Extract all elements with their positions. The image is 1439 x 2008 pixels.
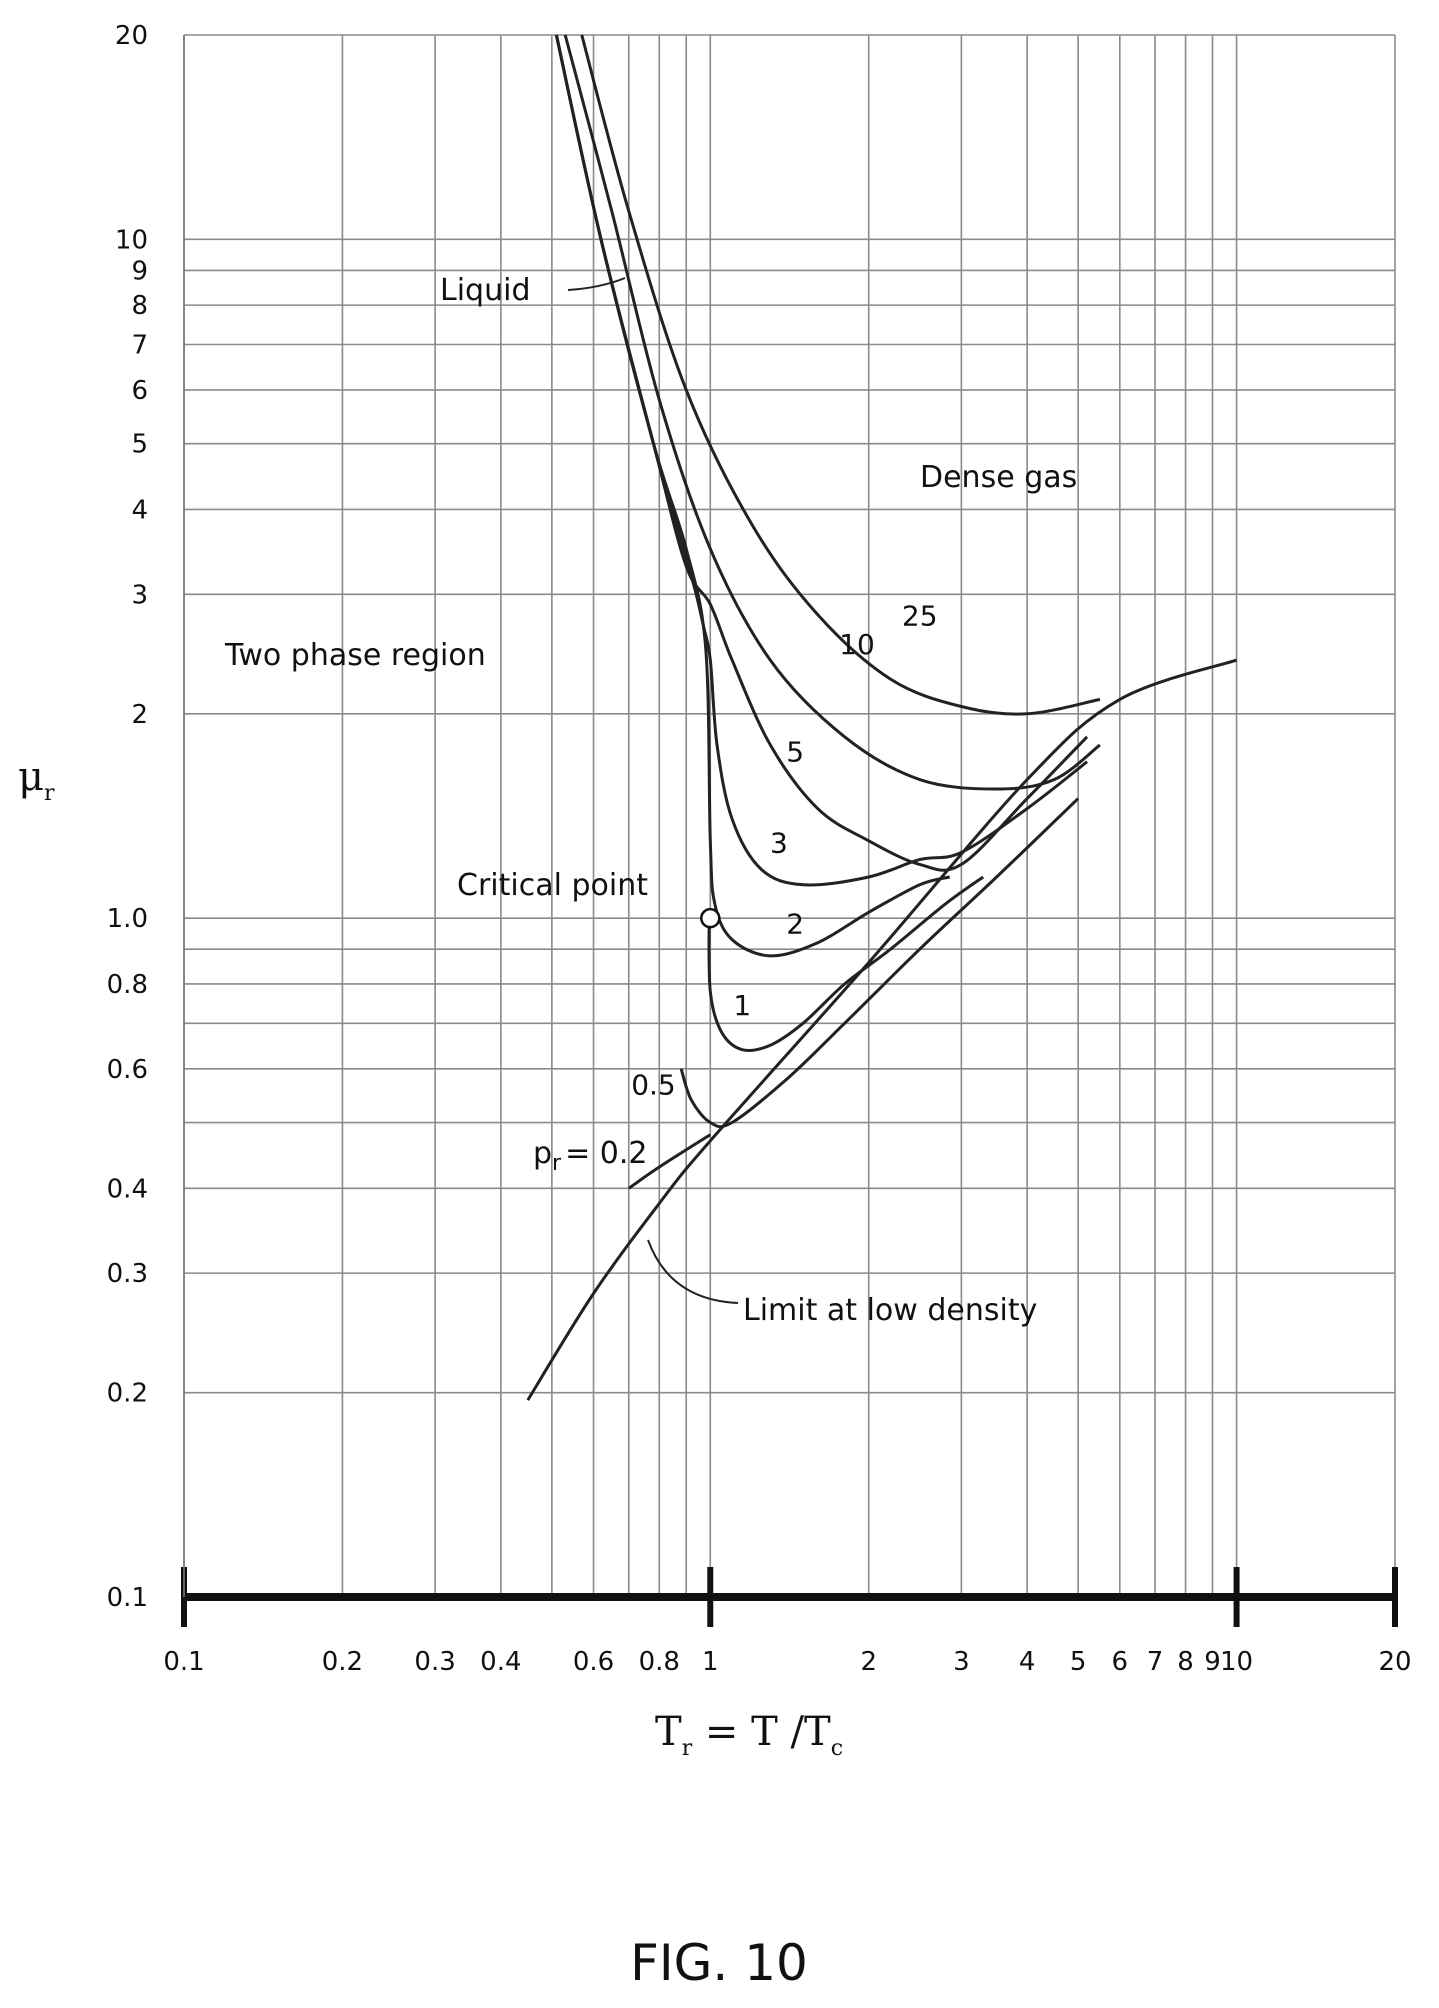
series-line-10	[563, 34, 1101, 791]
critical-point-marker	[700, 907, 721, 929]
y-tick-label: 0.3	[107, 1259, 148, 1289]
x-tick-label: 8	[1177, 1647, 1194, 1677]
series-label-1: 1	[733, 989, 751, 1022]
y-tick-label: 4	[131, 495, 148, 525]
y-tick-label: 6	[131, 376, 148, 406]
series-line-1	[707, 875, 985, 1053]
x-tick-label: 20	[1378, 1647, 1411, 1677]
y-tick-label: 10	[115, 225, 148, 255]
x-axis-title: Tr = T /Tc	[655, 1709, 843, 1761]
x-tick-label: 2	[860, 1647, 877, 1677]
series-label-2: 2	[786, 907, 804, 940]
y-tick-label: 0.1	[107, 1583, 148, 1613]
x-tick-label: 9	[1204, 1647, 1221, 1677]
series-label-5: 5	[786, 736, 804, 769]
x-tick-label: 0.6	[573, 1647, 614, 1677]
x-tick-label: 4	[1019, 1647, 1036, 1677]
y-tick-label: 7	[131, 330, 148, 360]
x-tick-label: 0.4	[480, 1647, 521, 1677]
y-tick-label: 1.0	[107, 904, 148, 934]
y-tick-label: 2	[131, 700, 148, 730]
series-line-5	[554, 34, 1089, 872]
annotation-low-density: Limit at low density	[743, 1293, 1037, 1328]
annotations: Liquid Dense gas Two phase region Critic…	[224, 273, 1077, 1328]
y-tick-label: 0.6	[107, 1055, 148, 1085]
annotation-pr: pr = 0.2	[533, 1136, 647, 1176]
x-tick-label: 10	[1220, 1647, 1253, 1677]
x-tick-label: 6	[1112, 1647, 1129, 1677]
arrow-liquid	[567, 277, 626, 291]
y-tick-label: 9	[131, 256, 148, 286]
x-tick-label: 0.3	[414, 1647, 455, 1677]
series-label-10: 10	[839, 628, 875, 661]
annotation-two-phase: Two phase region	[224, 638, 486, 673]
series-group: 25 10 5 3 2 1 0.5	[526, 34, 1238, 1401]
x-tick-label: 7	[1147, 1647, 1164, 1677]
y-axis-title: μr	[18, 754, 55, 806]
annotation-critical-point: Critical point	[457, 868, 648, 903]
y-tick-label: 3	[131, 580, 148, 610]
figure-caption: FIG. 10	[630, 1934, 808, 1992]
series-line-0-5	[679, 797, 1080, 1129]
series-line-25	[580, 34, 1101, 716]
y-tick-label: 0.2	[107, 1379, 148, 1409]
series-label-25: 25	[902, 599, 938, 632]
y-tick-label: 20	[115, 21, 148, 51]
x-tick-label: 5	[1070, 1647, 1087, 1677]
x-tick-label: 0.8	[639, 1647, 680, 1677]
x-axis-ticks: 0.1 0.2 0.3 0.4 0.6 0.8 1 2 3 4 5 6 7 8 9 10 20	[163, 1647, 1411, 1677]
x-tick-label: 0.1	[163, 1647, 204, 1677]
arrow-low-density	[647, 1239, 739, 1304]
series-label-3: 3	[770, 826, 788, 859]
plot-frame	[181, 35, 1398, 1627]
y-tick-label: 0.8	[107, 970, 148, 1000]
series-label-0-5: 0.5	[631, 1068, 676, 1101]
x-tick-label: 1	[702, 1647, 719, 1677]
annotation-dense-gas: Dense gas	[920, 460, 1077, 495]
series-line-0-2	[627, 1133, 712, 1190]
series-line-2	[554, 34, 951, 958]
y-tick-label: 5	[131, 430, 148, 460]
y-axis-ticks: 0.1 0.2 0.3 0.4 0.6 0.8 1.0 2 3 4 5 6 7 8 910 20	[107, 21, 148, 1613]
x-tick-label: 0.2	[322, 1647, 363, 1677]
grid	[183, 34, 1396, 1598]
annotation-liquid: Liquid	[440, 273, 530, 308]
x-tick-label: 3	[953, 1647, 970, 1677]
series-line-limit-at-low-density	[526, 658, 1238, 1401]
y-tick-label: 8	[131, 291, 148, 321]
y-tick-label: 0.4	[107, 1174, 148, 1204]
